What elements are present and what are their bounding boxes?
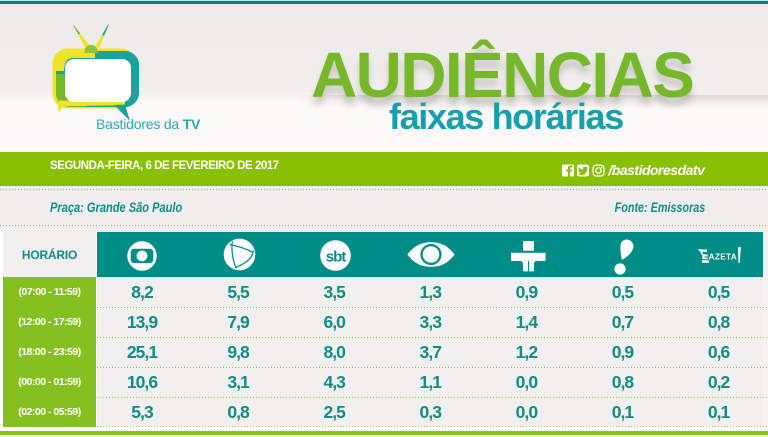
svg-text:sbt: sbt	[325, 248, 346, 265]
svg-text:AZETA: AZETA	[709, 252, 737, 261]
